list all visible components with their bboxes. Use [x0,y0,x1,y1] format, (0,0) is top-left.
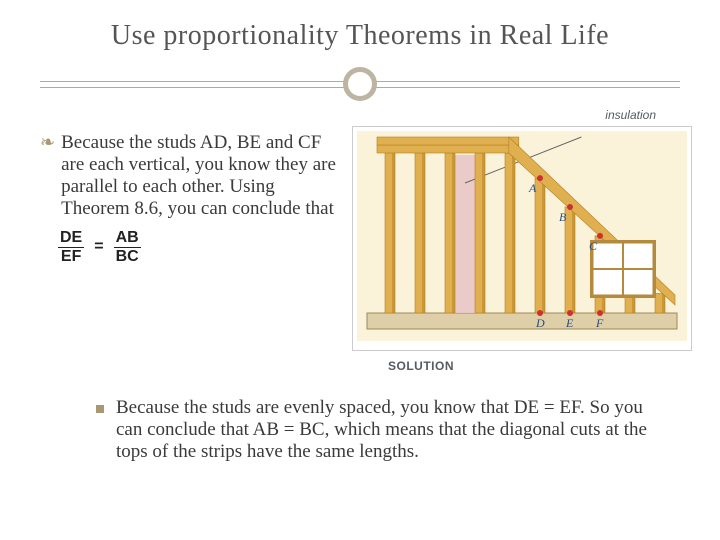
sub-paragraph: Because the studs are evenly spaced, you… [116,397,660,463]
eq-right-num: AB [114,229,141,248]
svg-text:E: E [565,316,574,330]
title-rule [40,64,680,104]
svg-text:D: D [535,316,545,330]
square-bullet-icon [96,405,104,413]
eq-operator: = [94,238,103,256]
insulation-label: insulation [605,108,656,122]
eq-left-den: EF [59,248,83,266]
svg-text:F: F [595,316,604,330]
svg-text:C: C [589,239,598,253]
main-bullet: ❧ Because the studs AD, BE and CF are ea… [40,132,340,219]
sub-bullet: Because the studs are evenly spaced, you… [96,397,680,463]
main-paragraph: Because the studs AD, BE and CF are each… [61,132,340,219]
solution-label: SOLUTION [388,359,454,373]
svg-text:B: B [559,210,567,224]
house-diagram: A D B E C F [352,126,692,351]
house-svg: A D B E C F [357,131,687,341]
page-title: Use proportionality Theorems in Real Lif… [40,20,680,52]
proportion-equation: DE EF = AB BC [58,229,340,265]
accent-circle-icon [343,67,377,101]
svg-text:A: A [528,181,537,195]
eq-right-den: BC [114,248,141,266]
eq-left-num: DE [58,229,84,248]
bullet-icon: ❧ [40,132,55,154]
